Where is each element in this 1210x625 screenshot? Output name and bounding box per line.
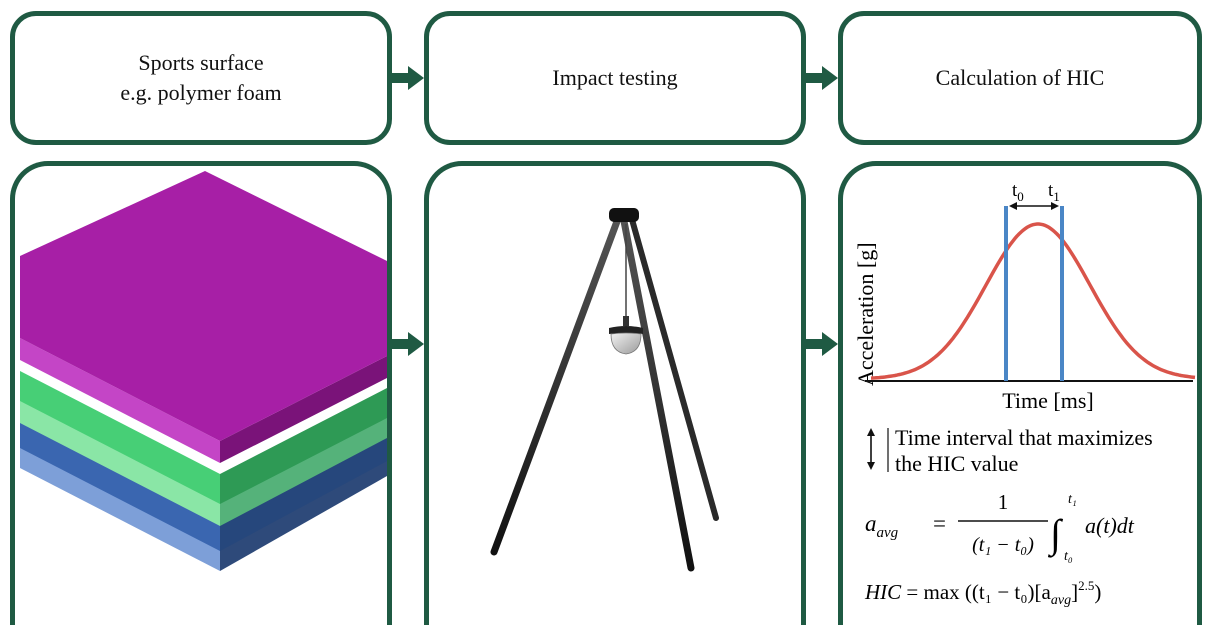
svg-text:=: = <box>933 511 946 536</box>
svg-text:aavg: aavg <box>865 511 899 541</box>
hic-formula: HIC = max ((t₁ − t₀)[aavg]2.5) <box>864 578 1101 608</box>
t1-label: t1 <box>1048 180 1060 204</box>
sports-surface-subtitle: e.g. polymer foam <box>120 80 282 105</box>
t0-label: t0 <box>1012 180 1024 204</box>
foam-layers-panel <box>10 161 392 625</box>
graph-x-axis-label: Time [ms] <box>1002 388 1093 413</box>
svg-text:HIC = max ((t₁ − t₀)[aavg]2.5): HIC = max ((t₁ − t₀)[aavg]2.5) <box>864 578 1101 608</box>
acceleration-curve <box>870 222 1196 380</box>
impact-testing-title: Impact testing <box>552 65 678 90</box>
svg-text:a(t)dt: a(t)dt <box>1085 513 1135 538</box>
hic-calculation-title: Calculation of HIC <box>935 65 1105 90</box>
sports-surface-title: Sports surface <box>138 50 264 75</box>
foam-layers-illustration <box>20 171 387 571</box>
arrow-right-icon <box>392 66 424 90</box>
hic-formula-panel: Acceleration [g] t0 t1 Time [ms] Time in… <box>838 161 1202 625</box>
svg-text:t₀: t₀ <box>1064 549 1073 564</box>
hic-calculation-box: Calculation of HIC <box>838 11 1202 145</box>
a-avg-formula: aavg = 1 (t₁ − t₀) ∫ t₁ t₀ a(t)dt <box>865 490 1135 564</box>
svg-text:(t₁ − t₀): (t₁ − t₀) <box>972 534 1034 556</box>
sports-surface-box: Sports surface e.g. polymer foam <box>10 11 392 145</box>
svg-text:1: 1 <box>998 490 1009 514</box>
acceleration-time-graph: Acceleration [g] t0 t1 Time [ms] Time in… <box>853 180 1196 608</box>
arrow-right-icon <box>806 332 838 356</box>
graph-y-axis-label: Acceleration [g] <box>853 242 878 386</box>
impact-tester-panel <box>424 161 806 625</box>
arrow-right-icon <box>806 66 838 90</box>
legend-text-line2: the HIC value <box>895 451 1018 476</box>
legend-text-line1: Time interval that maximizes <box>895 425 1153 450</box>
integral-sign: ∫ <box>1047 511 1064 558</box>
svg-text:t₁: t₁ <box>1068 492 1077 507</box>
tripod-impactor-illustration <box>490 208 719 572</box>
impact-testing-box: Impact testing <box>424 11 806 145</box>
arrow-right-icon <box>392 332 424 356</box>
